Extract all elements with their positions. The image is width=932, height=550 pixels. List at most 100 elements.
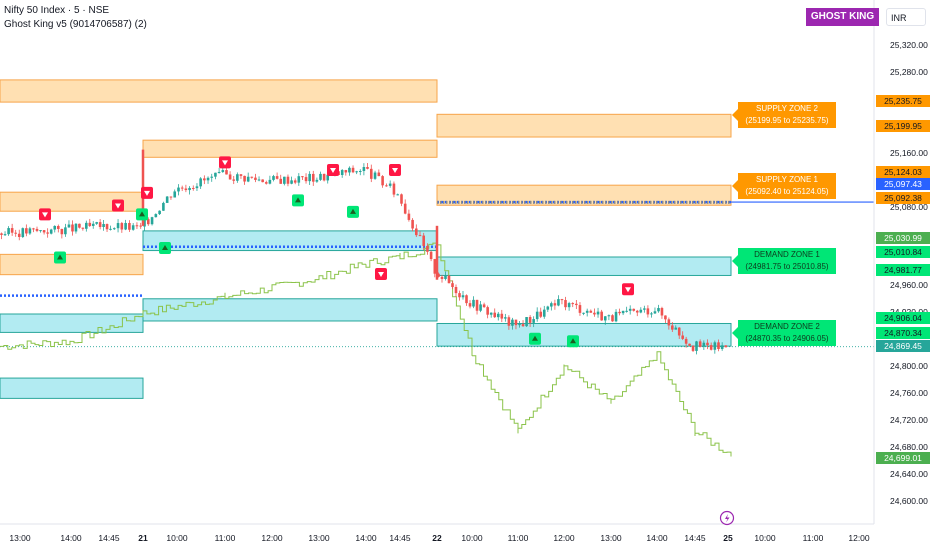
candle-151 — [546, 305, 550, 312]
zone-label-pointer — [732, 327, 738, 339]
candle-155 — [560, 298, 564, 305]
buy-signal-marker-4 — [136, 208, 148, 221]
candle-168 — [607, 314, 611, 321]
candle-128 — [465, 294, 468, 306]
candle-109 — [396, 193, 400, 196]
supply-zone-label-2: SUPPLY ZONE 1 (25092.40 to 25124.05) — [738, 173, 836, 199]
zone-label-name: SUPPLY ZONE 2 — [756, 104, 818, 113]
candle-190 — [684, 336, 688, 348]
candle-130 — [472, 296, 475, 309]
zone-label-name: SUPPLY ZONE 1 — [756, 175, 818, 184]
lightning-icon[interactable] — [719, 510, 735, 526]
candle-147 — [532, 316, 535, 328]
candle-153 — [553, 299, 557, 310]
time-axis[interactable]: 13:00 14:00 14:45 21 10:00 11:00 12:00 13:00 14:… — [9, 533, 870, 543]
candle-148 — [535, 307, 539, 322]
x-tick-label: 12:00 — [848, 533, 870, 543]
price-badge-green: 25,030.99 — [876, 232, 930, 244]
candle-102 — [369, 164, 373, 183]
candle-97 — [351, 165, 355, 174]
demand-zone-label-2: DEMAND ZONE 2 (24870.35 to 24906.05) — [738, 320, 836, 346]
x-tick-label: 25 — [723, 533, 733, 543]
candle-169 — [611, 314, 614, 322]
price-badge-demand: 24,981.77 — [876, 264, 930, 276]
candle-44 — [158, 210, 161, 216]
candle-19 — [67, 220, 71, 228]
candle-39 — [139, 222, 143, 229]
price-badge-demand: 24,870.34 — [876, 327, 930, 339]
candle-24 — [85, 220, 88, 232]
candle-69 — [250, 176, 254, 179]
candle-142 — [514, 319, 518, 330]
x-tick-label: 11:00 — [215, 533, 236, 543]
candle-120 — [437, 272, 440, 278]
candle-18 — [64, 223, 67, 237]
candle-87 — [315, 177, 319, 183]
candle-118 — [429, 250, 433, 262]
candle-50 — [180, 185, 184, 192]
zones-layer — [0, 79, 732, 399]
price-badge-demand: 25,010.84 — [876, 246, 930, 258]
symbol-title[interactable]: Nifty 50 Index · 5 · NSE — [4, 5, 110, 16]
candle-127 — [461, 290, 465, 300]
supply-zone-rect-5 — [0, 253, 144, 276]
candle-49 — [177, 184, 180, 196]
candle-137 — [496, 311, 500, 321]
price-badge-green: 24,699.01 — [876, 452, 930, 464]
price-badge-supply: 25,199.95 — [876, 120, 930, 132]
candle-111 — [403, 199, 407, 215]
candle-21 — [74, 223, 78, 234]
candle-178 — [643, 305, 646, 313]
zone-label-range: (24870.35 to 24906.05) — [745, 334, 829, 343]
candle-125 — [454, 284, 458, 297]
buy-signal-marker-5 — [159, 242, 171, 255]
candle-22 — [78, 223, 81, 229]
x-tick-label: 14:45 — [389, 533, 411, 543]
candle-1 — [3, 231, 7, 237]
buy-signal-marker-12 — [567, 335, 579, 348]
candle-124 — [451, 280, 454, 290]
candle-140 — [507, 315, 511, 330]
indicator-title[interactable]: Ghost King v5 (9014706587) (2) — [4, 19, 147, 30]
currency-selector[interactable]: INR — [886, 8, 926, 26]
x-tick-label: 22 — [432, 533, 442, 543]
candle-47 — [169, 196, 173, 200]
candle-98 — [355, 170, 358, 175]
candle-28 — [98, 219, 102, 230]
candle-71 — [257, 176, 261, 182]
candle-196 — [706, 339, 709, 350]
x-tick-label: 14:00 — [355, 533, 377, 543]
zone-label-pointer — [732, 109, 738, 121]
candle-110 — [400, 193, 403, 207]
y-tick-label: 24,800.00 — [890, 361, 928, 371]
supply-zone-label-1: SUPPLY ZONE 2 (25199.95 to 25235.75) — [738, 102, 836, 128]
candle-54 — [195, 183, 199, 192]
candle-106 — [385, 183, 388, 187]
y-tick-label: 24,720.00 — [890, 415, 928, 425]
candle-143 — [518, 320, 521, 328]
candle-30 — [105, 223, 109, 232]
candle-194 — [698, 339, 702, 348]
x-tick-label: 13:00 — [600, 533, 622, 543]
candle-133 — [482, 302, 486, 308]
candle-31 — [109, 225, 112, 231]
candle-35 — [124, 219, 127, 231]
candle-46 — [165, 196, 169, 203]
candle-152 — [550, 301, 553, 311]
price-badge-supply: 25,124.03 — [876, 166, 930, 178]
candle-94 — [340, 169, 344, 178]
x-tick-label: 21 — [138, 533, 148, 543]
candle-41 — [146, 217, 150, 226]
candle-189 — [681, 331, 684, 341]
candle-104 — [377, 169, 381, 177]
candle-129 — [468, 300, 472, 309]
x-tick-label: 13:00 — [308, 533, 330, 543]
demand-zone-rect-11 — [0, 377, 144, 399]
candle-60 — [217, 167, 221, 174]
candle-176 — [635, 309, 639, 317]
price-badge-last: 25,097.43 — [876, 178, 930, 190]
candle-59 — [214, 172, 217, 180]
candle-177 — [639, 307, 643, 314]
sell-signal-marker-6 — [219, 156, 231, 169]
